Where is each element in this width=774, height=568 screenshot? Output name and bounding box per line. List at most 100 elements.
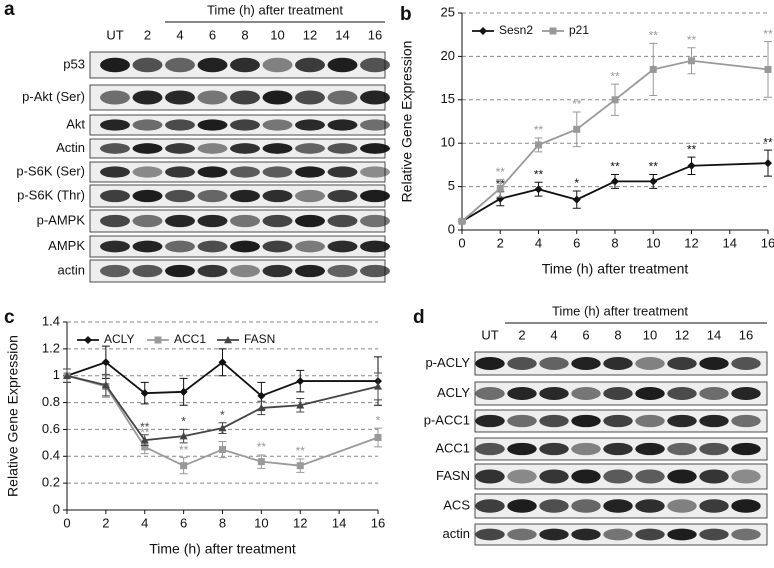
band [132, 166, 163, 178]
band [731, 499, 761, 513]
band [635, 357, 665, 370]
marker [296, 401, 305, 409]
band [327, 240, 358, 253]
band [327, 57, 358, 73]
marker [140, 389, 149, 398]
y-tick-label: 0.8 [42, 394, 60, 409]
band [731, 442, 761, 456]
lane-label: 12 [303, 27, 317, 42]
band [295, 264, 325, 278]
band [230, 119, 260, 131]
x-tick-label: 6 [573, 235, 580, 250]
marker [219, 446, 226, 454]
band [360, 214, 390, 228]
row-label: actin [443, 526, 470, 541]
band [327, 264, 358, 278]
row-label: Actin [56, 140, 85, 155]
marker [374, 382, 382, 390]
band [197, 143, 228, 154]
band [100, 90, 130, 105]
row-label: p-Akt (Ser) [22, 89, 85, 104]
band [667, 414, 697, 428]
band [100, 189, 130, 203]
band [295, 57, 325, 73]
band [539, 469, 569, 484]
marker [218, 358, 227, 367]
band [295, 119, 325, 131]
marker [572, 195, 581, 204]
band [262, 189, 293, 203]
band [327, 90, 358, 105]
band [731, 528, 761, 541]
x-tick-label: 8 [611, 235, 618, 250]
band [731, 387, 761, 400]
lane-label: 16 [739, 327, 753, 342]
band [667, 469, 697, 484]
x-tick-label: 12 [684, 235, 698, 250]
band [571, 357, 601, 370]
lane-label: 12 [675, 327, 689, 342]
band [360, 166, 390, 178]
band [100, 166, 130, 178]
band [635, 414, 665, 428]
band [262, 90, 293, 105]
significance: ** [649, 160, 659, 174]
band [327, 119, 358, 131]
series-line [66, 374, 379, 442]
x-tick-label: 2 [497, 235, 504, 250]
band [475, 414, 505, 428]
marker [257, 403, 266, 412]
marker [257, 391, 266, 400]
band [295, 143, 325, 154]
band [507, 387, 537, 400]
band [539, 442, 569, 456]
band [475, 469, 505, 484]
marker [296, 462, 304, 470]
band [197, 214, 228, 228]
row-label: Akt [66, 116, 85, 131]
band [603, 387, 633, 400]
band [667, 387, 697, 400]
row-label: p-S6K (Ser) [16, 163, 85, 178]
significance: ** [610, 160, 620, 174]
band [262, 143, 293, 154]
row-label: p-S6K (Thr) [17, 187, 85, 202]
band [603, 528, 633, 541]
band [295, 166, 325, 178]
band [132, 143, 163, 154]
x-tick-label: 10 [646, 235, 660, 250]
marker [374, 433, 382, 441]
y-tick-label: 0.2 [42, 475, 60, 490]
lane-label: 10 [270, 27, 284, 42]
band [100, 240, 130, 253]
legend-label: FASN [244, 332, 275, 346]
legend-label: p21 [569, 23, 589, 37]
band [667, 357, 697, 370]
x-axis-label: Time (h) after treatment [149, 541, 296, 557]
marker [535, 141, 542, 149]
band [539, 387, 569, 400]
band [327, 143, 358, 154]
band [197, 119, 228, 131]
band [603, 414, 633, 428]
marker [257, 458, 265, 466]
marker [458, 217, 466, 225]
significance: ** [257, 440, 267, 454]
band [327, 166, 358, 178]
x-tick-label: 16 [371, 515, 385, 530]
marker [179, 432, 188, 440]
band [360, 189, 390, 203]
band [262, 166, 293, 178]
x-axis-label: Time (h) after treatment [542, 261, 689, 277]
blot-header: Time (h) after treatment [207, 2, 343, 17]
lane-label: 16 [368, 27, 382, 42]
significance: ** [649, 29, 659, 43]
lane-label: 2 [518, 327, 525, 342]
panel-label: d [413, 307, 425, 328]
marker [611, 177, 619, 186]
legend-marker [549, 27, 557, 35]
band [165, 214, 195, 228]
y-axis-label: Relative Gene Expression [399, 41, 415, 203]
lane-label: 8 [241, 27, 248, 42]
